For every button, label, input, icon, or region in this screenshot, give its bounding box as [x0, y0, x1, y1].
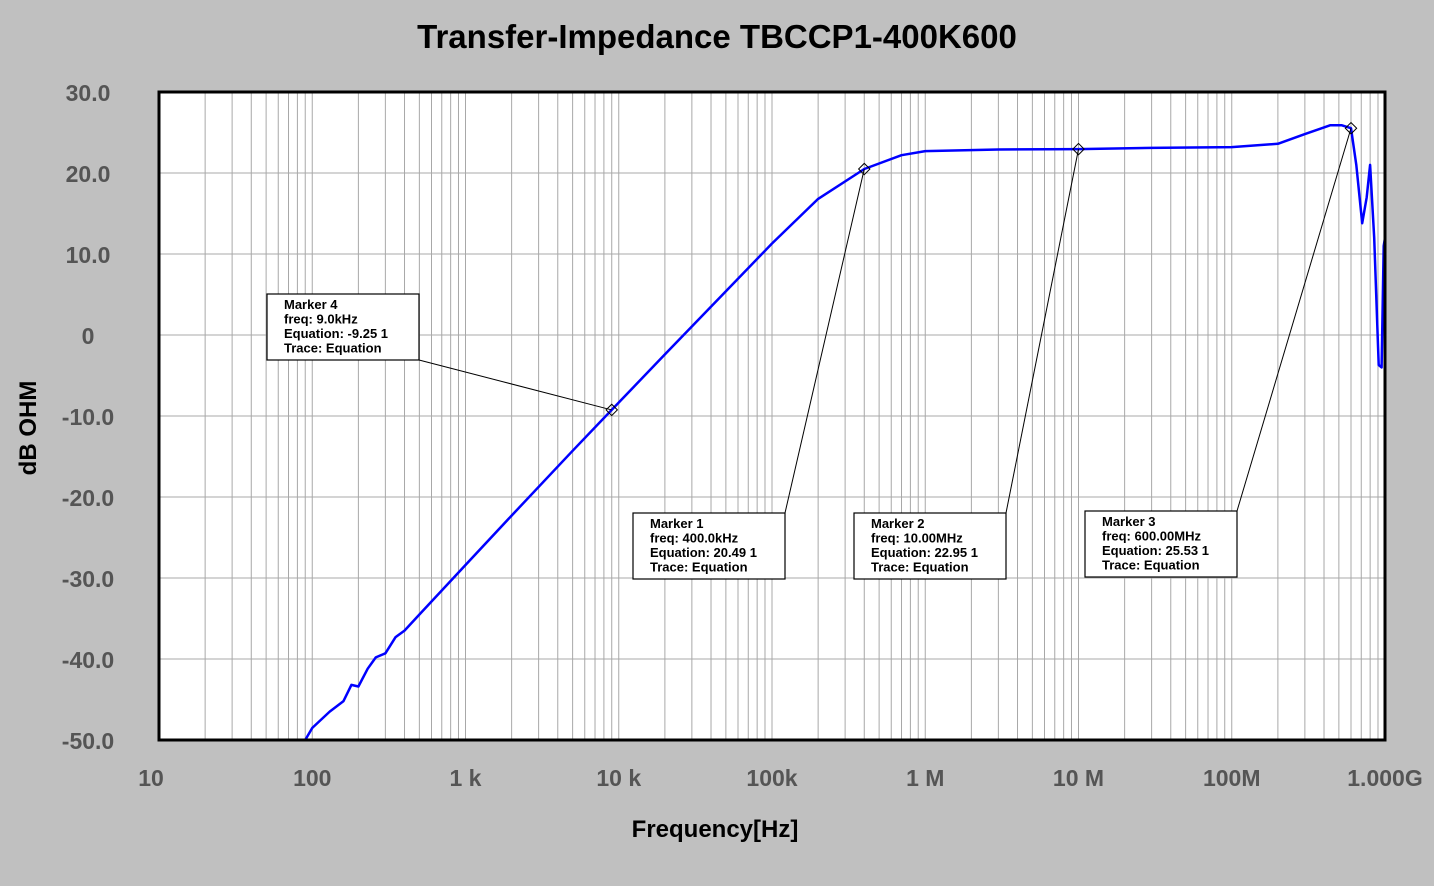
y-tick-label: -30.0 [62, 566, 114, 592]
chart-title: Transfer-Impedance TBCCP1-400K600 [417, 18, 1017, 55]
marker-leader-line [1236, 128, 1352, 512]
y-axis-label: dB OHM [15, 381, 42, 476]
marker-text: freq: 10.00MHz [871, 531, 963, 546]
marker-text: freq: 400.0kHz [650, 531, 739, 546]
marker-point [605, 403, 619, 417]
grid [159, 92, 1385, 740]
x-tick-label: 1 M [906, 765, 944, 791]
marker-box [266, 293, 420, 361]
y-tick-label: 10.0 [66, 242, 111, 268]
marker-text: Marker 2 [871, 516, 924, 531]
marker-box [853, 512, 1007, 580]
marker-leader-line [418, 359, 612, 411]
marker-text: freq: 600.00MHz [1102, 529, 1201, 544]
marker-point [1344, 121, 1358, 135]
marker-text: Trace: Equation [284, 341, 382, 356]
marker-text: Marker 4 [284, 297, 338, 312]
y-tick-label: 0 [82, 323, 95, 349]
marker-text: Trace: Equation [1102, 558, 1200, 573]
marker-box [1084, 510, 1238, 578]
marker-text: Equation: -9.25 1 [284, 326, 388, 341]
y-tick-label: 30.0 [66, 80, 111, 106]
y-tick-label: -10.0 [62, 404, 114, 430]
x-tick-label: 10 M [1053, 765, 1104, 791]
marker-text: Marker 1 [650, 516, 703, 531]
marker-text: freq: 9.0kHz [284, 312, 358, 327]
marker-text: Trace: Equation [871, 560, 969, 575]
x-tick-labels: 10 100 1 k 10 k 100k 1 M 10 M 100M 1.000G [138, 765, 1423, 791]
marker-text: Marker 3 [1102, 514, 1155, 529]
marker-text: Equation: 25.53 1 [1102, 543, 1209, 558]
marker-text: Equation: 20.49 1 [650, 545, 757, 560]
marker-leader-line [1005, 149, 1079, 514]
y-tick-label: -20.0 [62, 485, 114, 511]
marker-text: Trace: Equation [650, 560, 748, 575]
y-tick-label: 20.0 [66, 161, 111, 187]
marker-point [857, 162, 871, 176]
series-line [304, 123, 1387, 741]
x-tick-label: 100k [746, 765, 797, 791]
x-tick-label: 100 [293, 765, 331, 791]
x-axis-label: Frequency[Hz] [632, 816, 799, 843]
series-line-group [304, 123, 1387, 741]
marker-leader-line [784, 168, 865, 514]
y-tick-label: -50.0 [62, 728, 114, 754]
y-tick-labels: 30.0 20.0 10.0 0 -10.0 -20.0 -30.0 -40.0 -50.0 [62, 80, 114, 754]
x-tick-label: 10 k [596, 765, 641, 791]
x-tick-label: 10 [138, 765, 164, 791]
x-tick-label: 1.000G [1347, 765, 1422, 791]
marker-box [632, 512, 786, 580]
x-tick-label: 1 k [450, 765, 482, 791]
plot-frame [157, 90, 1387, 742]
y-tick-label: -40.0 [62, 647, 114, 673]
x-tick-label: 100M [1203, 765, 1261, 791]
marker-text: Equation: 22.95 1 [871, 545, 978, 560]
marker-point [1072, 142, 1085, 156]
